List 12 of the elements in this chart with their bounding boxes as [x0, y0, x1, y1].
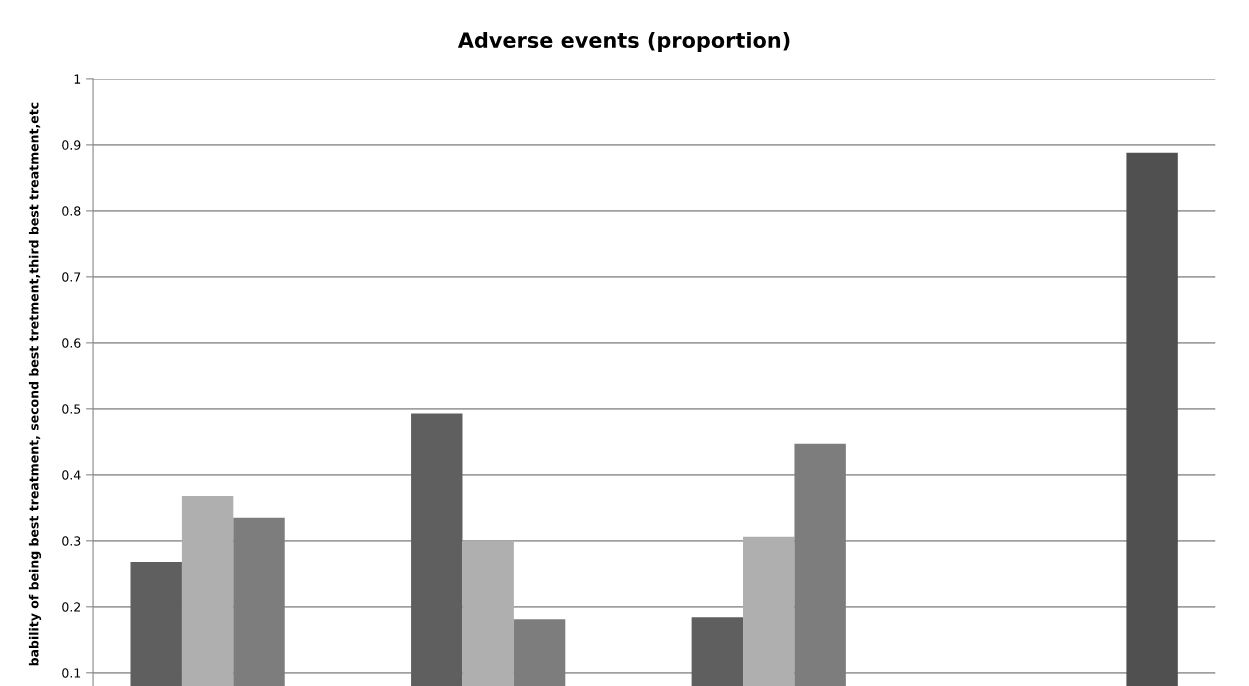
y-tick-label: 0.7: [62, 272, 81, 282]
y-tick-label: 0.5: [62, 404, 81, 414]
y-tick-label: 0.8: [62, 206, 81, 216]
y-tick-label: 0.2: [62, 602, 80, 612]
y-tick-label: 1: [74, 74, 81, 84]
y-tick-label: 0.1: [62, 668, 81, 678]
chart-title: Adverse events (proportion): [457, 31, 790, 53]
y-axis-title: bability of being best treatment, second best tretment,third best treatment,etc: [28, 102, 42, 666]
y-tick-label: 0.6: [62, 338, 81, 348]
y-tick-label: 0.4: [62, 470, 81, 480]
y-tick-label: 0.9: [62, 140, 81, 150]
y-tick-label: 0.3: [62, 536, 81, 546]
